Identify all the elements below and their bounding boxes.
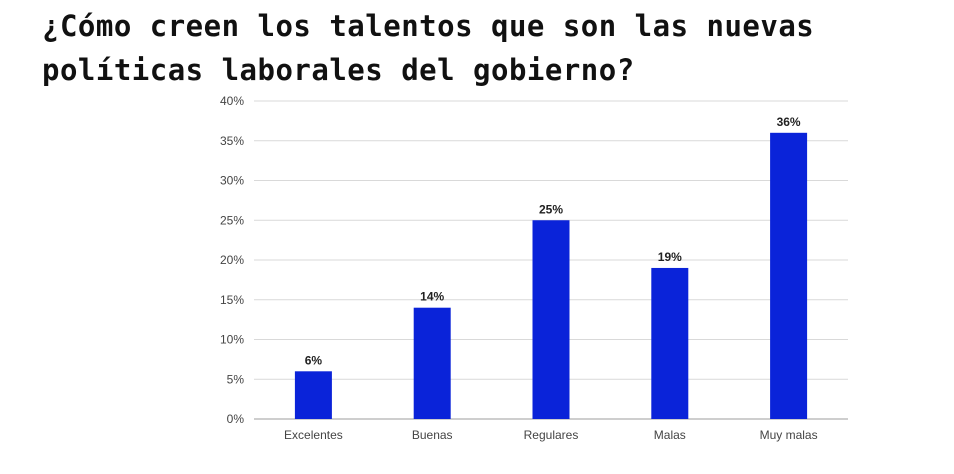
y-tick-label: 5% [227,372,245,386]
chart-title: ¿Cómo creen los talentos que son las nue… [42,9,815,87]
bars [294,132,808,420]
data-label: 19% [658,250,682,264]
y-tick-label: 10% [220,333,244,347]
bar [294,371,332,419]
x-axis-tick-labels: Excelentes Buenas Regulares Malas Muy malas [284,428,818,442]
y-axis-tick-labels: 0% 5% 10% 15% 20% 25% 30% 35% 40% [220,94,244,426]
data-labels: 6% 14% 25% 19% 36% [305,115,801,367]
y-tick-label: 30% [220,174,244,188]
bar [770,132,808,420]
x-tick-label: Malas [654,428,686,442]
bar [532,220,570,419]
data-label: 36% [777,115,801,129]
y-tick-label: 25% [220,213,244,227]
data-label: 25% [539,202,563,216]
y-tick-label: 15% [220,293,244,307]
bar [651,267,689,419]
y-tick-label: 40% [220,94,244,108]
x-tick-label: Muy malas [760,428,818,442]
y-tick-label: 20% [220,253,244,267]
data-label: 14% [420,290,444,304]
bar [413,307,451,419]
data-label: 6% [305,353,323,367]
x-tick-label: Excelentes [284,428,343,442]
y-tick-label: 35% [220,134,244,148]
y-tick-label: 0% [227,412,245,426]
x-tick-label: Regulares [524,428,579,442]
x-tick-label: Buenas [412,428,453,442]
